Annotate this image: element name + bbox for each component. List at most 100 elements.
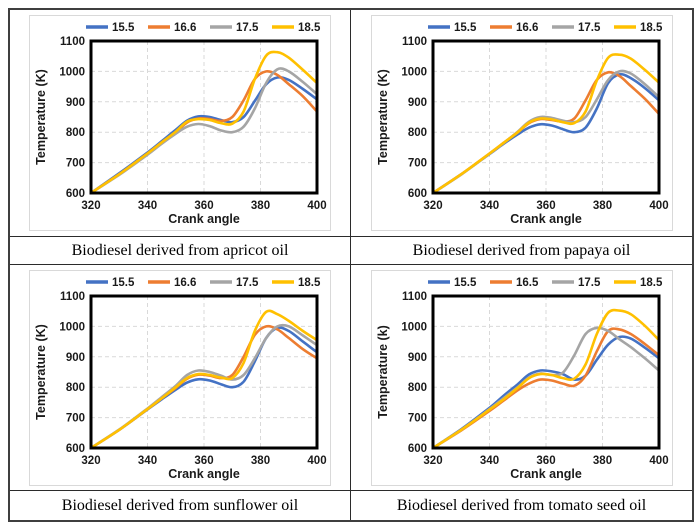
x-axis-title: Crank angle [510, 467, 582, 481]
chart-box-tomato-seed-oil: 600 700 800 900 1000 1100 320 340 360 380 400 Crank… [370, 269, 673, 486]
x-tick-label: 380 [251, 200, 270, 212]
x-tick-label: 400 [307, 455, 326, 467]
x-tick-label: 400 [649, 200, 668, 212]
x-tick-label: 360 [194, 200, 213, 212]
chart-cell-tomato-seed-oil: 600 700 800 900 1000 1100 320 340 360 380 400 Crank… [351, 265, 692, 491]
x-axis-title: Crank angle [168, 212, 240, 226]
y-tick-label: 800 [407, 127, 426, 139]
y-tick-label: 1000 [59, 66, 85, 78]
series-18.5 [89, 50, 319, 195]
legend: 15.5 16.6 17.5 18.5 [86, 277, 321, 289]
legend-label: 17.5 [236, 22, 259, 34]
x-tick-label: 340 [138, 200, 157, 212]
x-tick-label: 400 [307, 200, 326, 212]
x-tick-label: 320 [81, 455, 100, 467]
gridlines [432, 41, 659, 193]
y-tick-label: 900 [66, 97, 85, 109]
x-tick-label: 360 [536, 200, 555, 212]
line-chart: 600 700 800 900 1000 1100 320 340 360 380 400 Crank… [376, 277, 669, 481]
y-tick-label: 1100 [60, 291, 85, 303]
legend-label: 18.5 [298, 22, 321, 34]
caption-sunflower-oil: Biodiesel derived from sunflower oil [10, 491, 351, 520]
chart-box-sunflower-oil: 600 700 800 900 1000 1100 320 340 360 380 400 Crank… [29, 269, 331, 486]
caption-tomato-seed-oil: Biodiesel derived from tomato seed oil [351, 491, 692, 520]
chart-cell-sunflower-oil: 600 700 800 900 1000 1100 320 340 360 380 400 Crank… [10, 265, 351, 491]
x-tick-label: 400 [649, 455, 668, 467]
legend-label: 18.5 [640, 22, 663, 34]
line-chart: 600 700 800 900 1000 1100 320 340 360 380 400 Crank… [34, 277, 327, 481]
line-chart: 600 700 800 900 1000 1100 320 340 360 380 400 Crank… [376, 22, 669, 226]
plot-border [431, 294, 660, 449]
y-tick-label: 1000 [401, 66, 427, 78]
y-tick-label: 600 [66, 443, 85, 455]
y-tick-label: 1100 [60, 36, 85, 48]
x-tick-label: 340 [479, 455, 498, 467]
x-tick-label: 380 [592, 455, 611, 467]
x-tick-label: 340 [479, 200, 498, 212]
legend-label: 16.6 [174, 22, 196, 34]
line-chart: 600 700 800 900 1000 1100 320 340 360 380 400 Crank… [34, 22, 327, 226]
y-tick-label: 900 [407, 97, 426, 109]
y-tick-label: 700 [66, 158, 85, 170]
y-tick-label: 1000 [59, 321, 85, 333]
series-18.5 [431, 53, 660, 195]
legend-label: 15.5 [454, 22, 477, 34]
gridlines [91, 41, 317, 193]
x-tick-label: 360 [536, 455, 555, 467]
legend-label: 16.5 [516, 277, 539, 289]
legend-label: 17.5 [236, 277, 259, 289]
y-tick-label: 1000 [401, 321, 427, 333]
y-tick-label: 900 [66, 351, 85, 363]
x-tick-label: 360 [194, 455, 213, 467]
chart-box-apricot-oil: 600 700 800 900 1000 1100 320 340 360 380 400 Crank… [29, 15, 331, 231]
y-tick-label: 700 [66, 412, 85, 424]
legend-label: 17.5 [578, 277, 601, 289]
y-tick-label: 800 [66, 382, 85, 394]
y-tick-label: 1100 [402, 291, 427, 303]
y-axis-title: Temperature (K) [376, 69, 390, 165]
x-tick-label: 320 [423, 200, 442, 212]
y-tick-label: 800 [66, 127, 85, 139]
x-axis-title: Crank angle [168, 467, 240, 481]
x-axis-title: Crank angle [510, 212, 582, 226]
legend-label: 15.5 [112, 277, 135, 289]
x-tick-label: 320 [423, 455, 442, 467]
chart-box-papaya-oil: 600 700 800 900 1000 1100 320 340 360 380 400 Crank… [370, 15, 673, 231]
plot-border [89, 39, 319, 195]
x-tick-label: 320 [81, 200, 100, 212]
legend-label: 16.6 [174, 277, 196, 289]
legend: 15.5 16.6 17.5 18.5 [427, 22, 663, 34]
caption-apricot-oil: Biodiesel derived from apricot oil [10, 237, 351, 265]
legend-label: 17.5 [578, 22, 601, 34]
legend-label: 18.5 [298, 277, 321, 289]
y-tick-label: 700 [407, 412, 426, 424]
gridlines [91, 295, 317, 448]
y-axis-title: Temperature (K) [34, 324, 48, 420]
x-tick-label: 380 [592, 200, 611, 212]
y-tick-label: 600 [407, 188, 426, 200]
y-tick-label: 700 [407, 158, 426, 170]
series-18.5 [89, 308, 319, 449]
chart-cell-apricot-oil: 600 700 800 900 1000 1100 320 340 360 380 400 Crank… [10, 10, 351, 237]
y-tick-label: 1100 [402, 36, 427, 48]
y-axis-title: Temperature (k) [376, 325, 390, 419]
y-tick-label: 600 [66, 188, 85, 200]
legend: 15.5 16.5 17.5 18.5 [427, 277, 663, 289]
x-tick-label: 340 [138, 455, 157, 467]
legend-label: 15.5 [454, 277, 477, 289]
figure-table: 600 700 800 900 1000 1100 320 340 360 380 400 Crank… [8, 8, 694, 522]
x-tick-label: 380 [251, 455, 270, 467]
legend: 15.5 16.6 17.5 18.5 [86, 22, 321, 34]
y-tick-label: 900 [407, 351, 426, 363]
plot-border [431, 39, 660, 195]
chart-cell-papaya-oil: 600 700 800 900 1000 1100 320 340 360 380 400 Crank… [351, 10, 692, 237]
legend-label: 18.5 [640, 277, 663, 289]
y-axis-title: Temperature (K) [34, 69, 48, 165]
legend-label: 15.5 [112, 22, 135, 34]
y-tick-label: 600 [407, 443, 426, 455]
series-18.5 [431, 308, 660, 449]
gridlines [432, 295, 659, 448]
legend-label: 16.6 [516, 22, 538, 34]
caption-papaya-oil: Biodiesel derived from papaya oil [351, 237, 692, 265]
